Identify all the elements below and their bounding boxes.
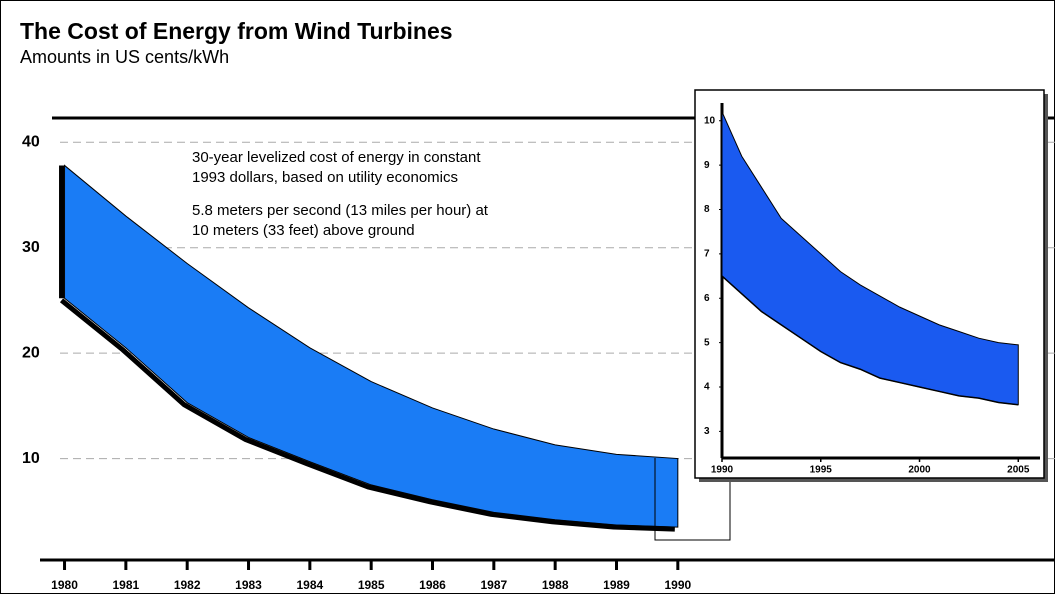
chart-title: The Cost of Energy from Wind Turbines [20,18,453,44]
x-tick-label: 1989 [603,578,630,592]
annotation: 30-year levelized cost of energy in cons… [192,149,481,166]
x-tick-label: 1983 [235,578,262,592]
zoom-connector [654,458,731,541]
annotation: 10 meters (33 feet) above ground [192,222,415,239]
y-tick-label: 3 [704,426,710,437]
annotation: 1993 dollars, based on utility economics [192,169,458,186]
x-tick-label: 1986 [419,578,446,592]
y-tick-label: 8 [704,204,710,215]
main-plot: 10 20 30 40 1980 1981 1982 1983 1984 1985 1986 1987… [22,116,1055,592]
x-tick-label: 2005 [1007,465,1030,476]
y-tick-label: 7 [704,249,710,260]
x-tick-label: 1984 [296,578,323,592]
lower-edge [721,275,1019,406]
y-tick-label: 10 [704,115,716,126]
y-tick-label: 30 [22,239,40,256]
y-tick-label: 5 [704,337,710,348]
x-tick-label: 1990 [711,465,734,476]
inset-plot: 3 4 5 6 7 8 9 10 1990 1995 2000 2005 [704,103,1040,476]
y-tick-label: 10 [22,450,40,467]
chart-subtitle: Amounts in US cents/kWh [20,47,229,67]
x-tick-label: 1990 [664,578,691,592]
y-tick-label: 40 [22,133,40,150]
annotation: 5.8 meters per second (13 miles per hour… [192,202,489,219]
y-tick-label: 9 [704,160,710,171]
x-tick-label: 1988 [542,578,569,592]
x-tick-label: 1981 [113,578,140,592]
band-fill [64,164,679,528]
x-tick-label: 2000 [908,465,931,476]
x-tick-label: 1980 [51,578,78,592]
x-tick-label: 1987 [480,578,507,592]
x-tick-label: 1982 [174,578,201,592]
y-tick-label: 20 [22,344,40,361]
x-tick-label: 1985 [358,578,385,592]
y-tick-label: 4 [704,382,710,393]
y-tick-label: 6 [704,293,710,304]
x-tick-label: 1995 [810,465,833,476]
lower-edge [59,298,675,532]
